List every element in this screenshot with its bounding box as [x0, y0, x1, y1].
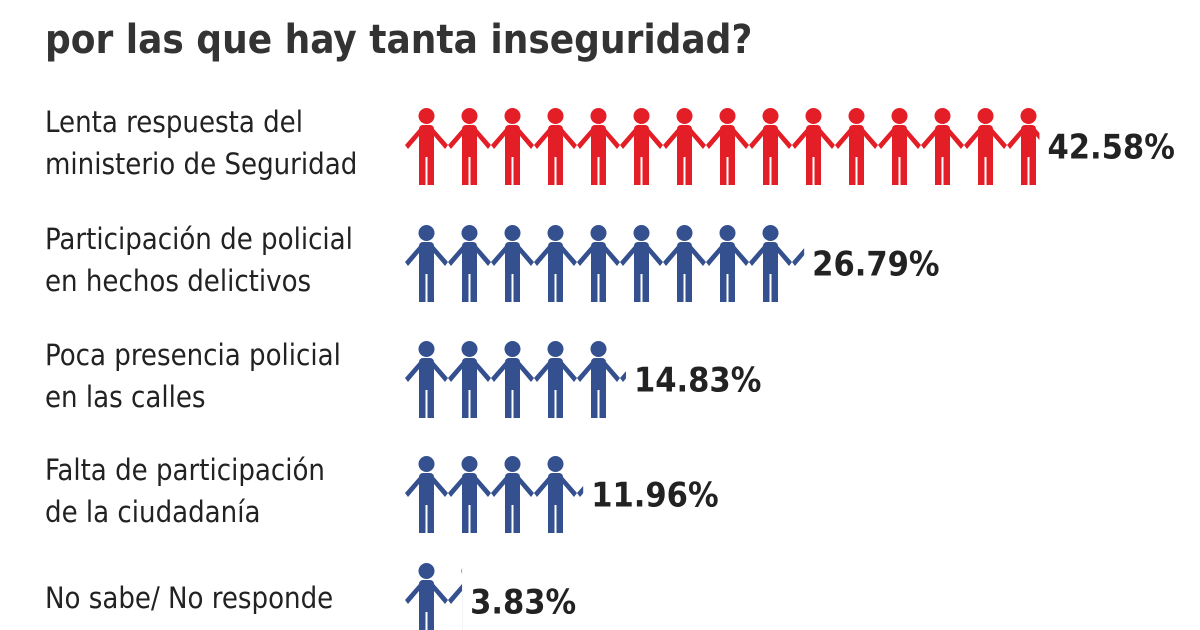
category-label: en las calles	[45, 380, 205, 414]
category-label: Falta de participación	[45, 453, 325, 487]
category-label: de la ciudadanía	[45, 495, 260, 529]
value-label: 42.58%	[1047, 128, 1174, 168]
pictogram-bar	[405, 453, 584, 533]
category-label: ministerio de Seguridad	[45, 147, 357, 181]
pictogram-bar	[405, 560, 463, 630]
category-label: Lenta respuesta del	[45, 105, 303, 139]
chart-title: por las que hay tanta inseguridad?	[45, 17, 752, 63]
pictogram-bar	[405, 338, 626, 418]
value-label: 3.83%	[470, 583, 576, 623]
category-label: en hechos delictivos	[45, 264, 311, 298]
value-label: 26.79%	[812, 245, 939, 285]
pictogram-bar	[405, 105, 1040, 185]
category-label: Poca presencia policial	[45, 338, 341, 372]
value-label: 14.83%	[634, 361, 761, 401]
value-label: 11.96%	[591, 476, 718, 516]
category-label: Participación de policial	[45, 222, 353, 256]
pictogram-bar	[405, 222, 805, 302]
category-label: No sabe/ No responde	[45, 581, 333, 615]
